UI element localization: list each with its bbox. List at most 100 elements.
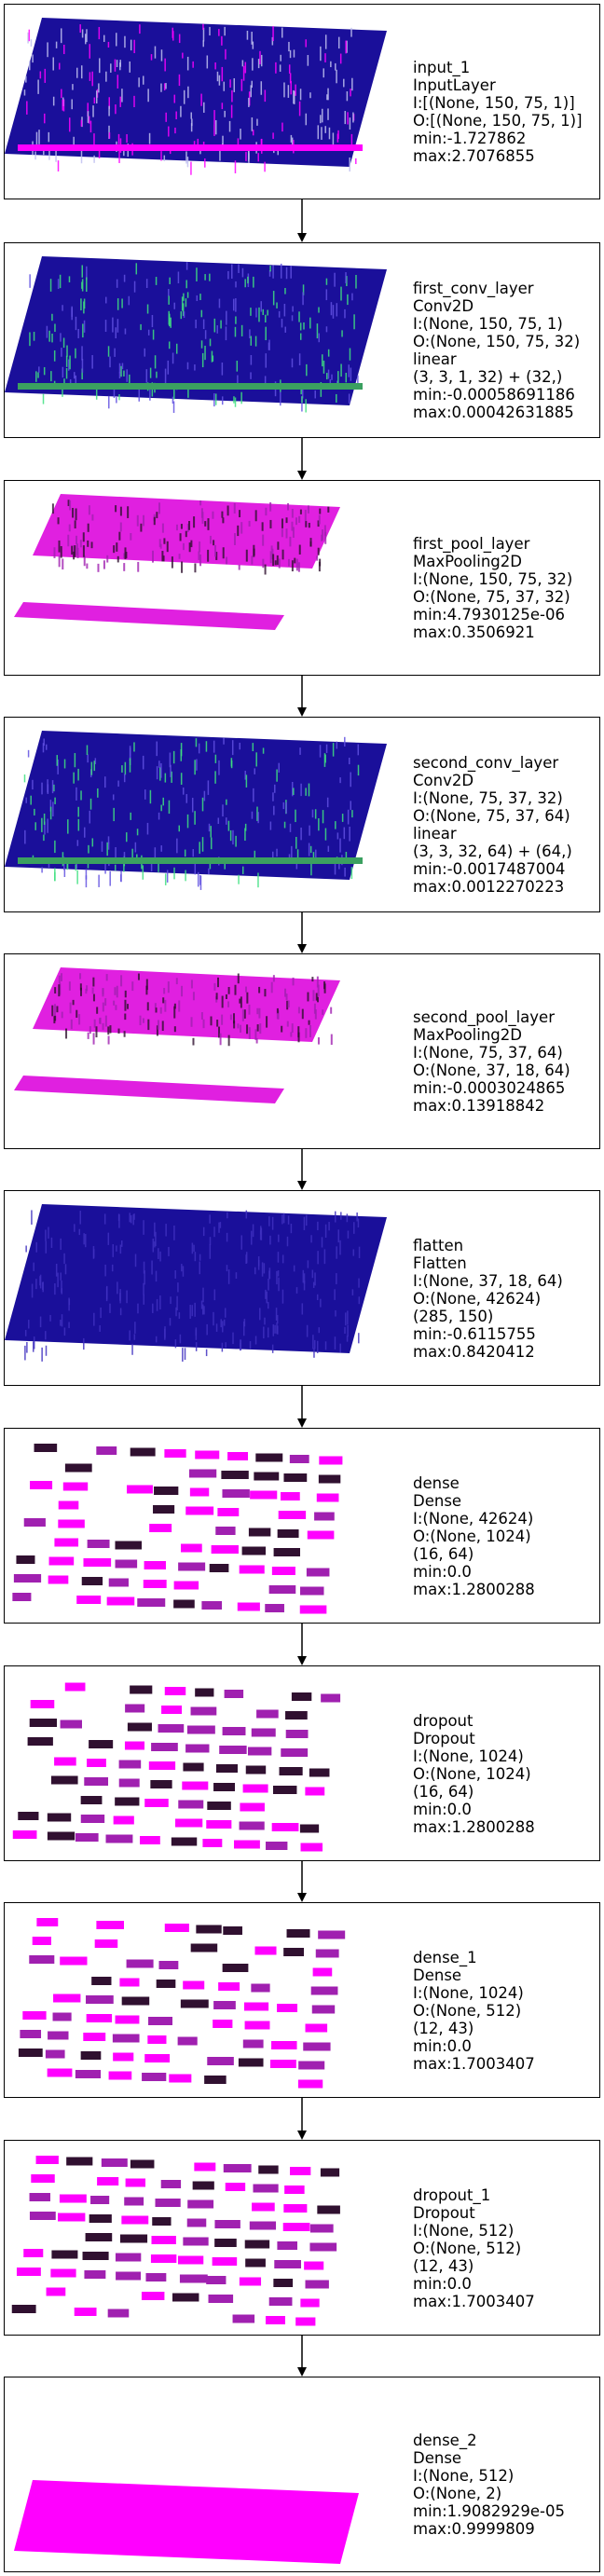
activation-mark: [165, 83, 167, 89]
activation-mark: [138, 389, 141, 402]
activation-mark: [97, 563, 100, 572]
activation-mark: [73, 772, 75, 784]
activation-mark: [253, 544, 255, 557]
activation-mark: [345, 372, 348, 383]
activation-mark: [24, 1345, 26, 1361]
activation-mark: [164, 873, 167, 885]
activation-mark: [288, 64, 291, 74]
activation-mark: [167, 981, 170, 993]
activation-mark: [102, 988, 104, 997]
activation-mark: [289, 73, 292, 84]
activation-mark: [54, 1004, 57, 1016]
activation-mark: [199, 541, 201, 553]
neuron-block: [211, 1545, 239, 1554]
activation-mark: [90, 541, 93, 549]
activation-mark: [71, 308, 73, 321]
activation-mark: [43, 834, 45, 842]
activation-mark: [332, 743, 335, 757]
activation-mark: [35, 1241, 38, 1253]
neuron-block: [58, 1519, 85, 1528]
activation-mark: [344, 110, 347, 125]
neuron-block: [144, 2054, 171, 2062]
activation-mark: [108, 132, 111, 139]
activation-mark: [323, 983, 326, 993]
activation-mark: [221, 511, 224, 518]
edge-band: [18, 144, 363, 151]
activation-mark: [123, 370, 125, 377]
layer-type: Conv2D: [413, 297, 474, 315]
activation-mark: [226, 505, 229, 516]
activation-mark: [201, 837, 204, 852]
activation-mark: [214, 393, 217, 405]
activation-mark: [335, 1309, 336, 1317]
activation-mark: [32, 1341, 34, 1352]
activation-mark: [117, 133, 120, 144]
activation-mark: [249, 1341, 252, 1350]
activation-mark: [168, 1246, 170, 1256]
activation-mark: [226, 799, 227, 805]
neuron-block: [310, 1986, 338, 1995]
neuron-block: [50, 1775, 78, 1785]
activation-mark: [292, 306, 294, 312]
activation-mark: [118, 531, 121, 541]
activation-mark: [235, 835, 237, 847]
neuron-block: [305, 1787, 325, 1796]
activation-mark: [221, 1014, 224, 1025]
activation-mark: [256, 1024, 259, 1032]
activation-mark: [103, 34, 105, 42]
neuron-block: [185, 1506, 214, 1515]
activation-mark: [327, 88, 329, 101]
activation-mark: [197, 138, 199, 148]
activation-mark: [274, 560, 277, 566]
activation-mark: [186, 56, 189, 71]
activation-mark: [233, 1021, 236, 1029]
activation-mark: [269, 1235, 271, 1245]
neuron-block: [125, 2178, 146, 2187]
activation-mark: [133, 281, 136, 293]
activation-mark: [221, 66, 224, 82]
activation-mark: [242, 65, 245, 81]
activation-mark: [339, 53, 342, 64]
activation-mark: [251, 32, 253, 45]
layer-label: flatten Flatten I:(None, 37, 18, 64) O:(Non…: [413, 1237, 563, 1361]
activation-mark: [73, 551, 76, 560]
activation-mark: [286, 1000, 289, 1010]
activation-mark: [308, 843, 310, 856]
neuron-block: [29, 1719, 58, 1727]
layer-visualization: [14, 2480, 359, 2564]
layer-label: dense Dense I:(None, 42624) O:(None, 1024)(…: [413, 1474, 535, 1598]
activation-mark: [299, 89, 302, 101]
activation-mark: [338, 861, 340, 870]
neuron-block: [206, 1820, 232, 1829]
activation-mark: [234, 984, 237, 995]
activation-mark: [344, 1326, 346, 1335]
layer-detail: linear: [413, 825, 457, 843]
activation-mark: [78, 1228, 81, 1236]
neuron-block: [115, 2253, 142, 2262]
neuron-block: [213, 2020, 233, 2028]
activation-mark: [166, 870, 169, 883]
activation-mark: [112, 1243, 114, 1257]
activation-mark: [197, 871, 199, 887]
activation-mark: [112, 317, 114, 333]
activation-mark: [88, 116, 90, 124]
activation-mark: [164, 999, 167, 1012]
activation-mark: [352, 112, 354, 123]
pooled-map-strip: [14, 1076, 284, 1103]
activation-mark: [218, 760, 220, 775]
neuron-block: [96, 1921, 124, 1929]
activation-mark: [114, 864, 117, 871]
neuron-block: [30, 1700, 55, 1708]
activation-mark: [60, 973, 62, 981]
activation-mark: [191, 1242, 194, 1254]
activation-mark: [179, 533, 182, 541]
activation-mark: [200, 1300, 203, 1309]
activation-mark: [324, 126, 326, 133]
neuron-block: [245, 2258, 266, 2268]
activation-mark: [318, 817, 320, 831]
activation-mark: [281, 1214, 283, 1225]
activation-mark: [145, 985, 148, 995]
layer-detail: (285, 150): [413, 1308, 494, 1325]
activation-mark: [203, 790, 206, 802]
activation-mark: [126, 369, 128, 382]
